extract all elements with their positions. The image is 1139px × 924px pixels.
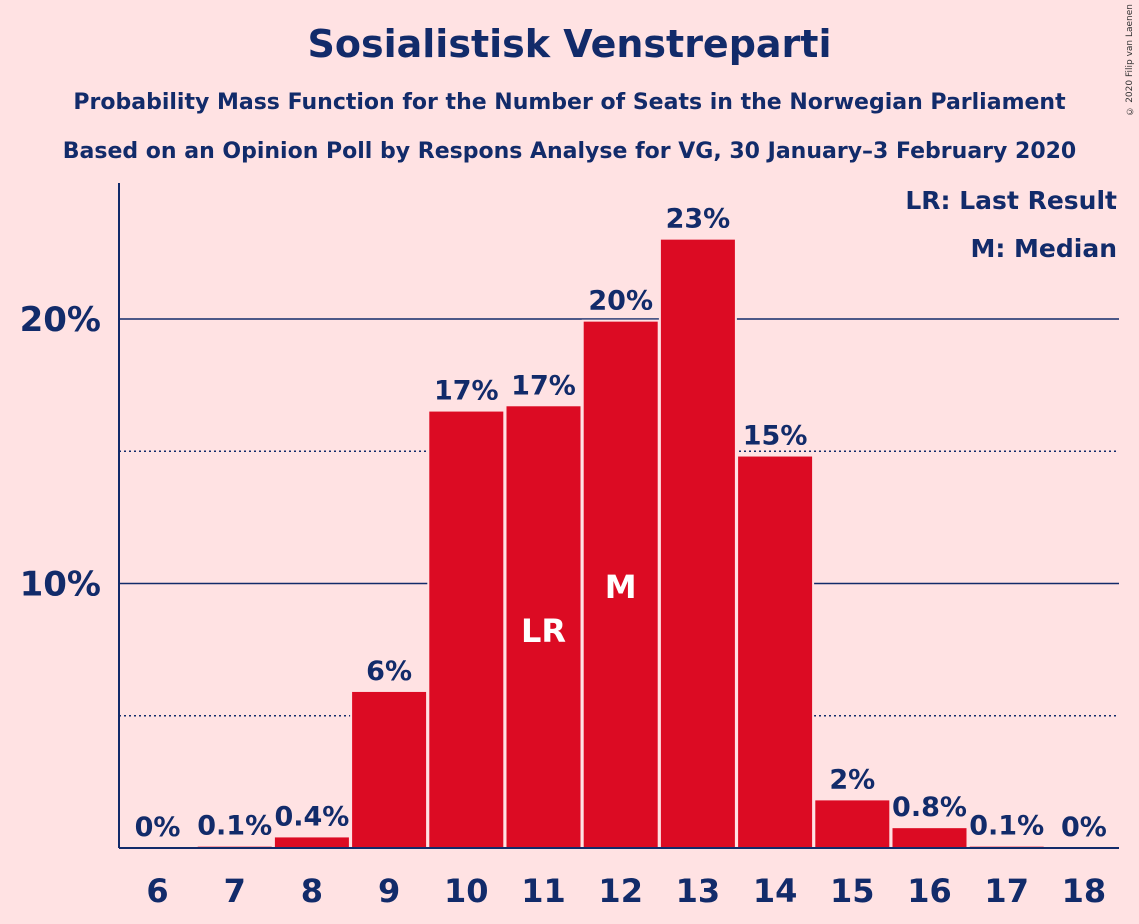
x-tick-label: 16 xyxy=(907,872,952,910)
bar-13 xyxy=(660,239,735,848)
x-tick-label: 18 xyxy=(1062,872,1107,910)
data-label: 20% xyxy=(588,286,653,317)
data-label: 23% xyxy=(666,204,731,235)
bar-12 xyxy=(583,321,658,848)
x-tick-label: 8 xyxy=(301,872,323,910)
x-tick-label: 7 xyxy=(224,872,246,910)
bar-9 xyxy=(352,691,427,848)
x-tick-label: 12 xyxy=(598,872,643,910)
legend-last-result: LR: Last Result xyxy=(905,186,1117,215)
data-label: 0.1% xyxy=(197,811,272,842)
chart-subtitle-2: Based on an Opinion Poll by Respons Anal… xyxy=(62,139,1077,164)
bar-15 xyxy=(815,800,890,848)
bar-gap xyxy=(195,844,274,848)
data-label: 0% xyxy=(135,812,181,843)
x-tick-label: 17 xyxy=(984,872,1029,910)
x-tick-label: 14 xyxy=(753,872,798,910)
data-label: 0.4% xyxy=(274,801,349,832)
x-tick-label: 6 xyxy=(146,872,168,910)
bar-16 xyxy=(892,828,967,848)
data-label: 15% xyxy=(743,421,808,452)
x-tick-label: 15 xyxy=(830,872,875,910)
data-label: 6% xyxy=(366,656,412,687)
data-label: 17% xyxy=(511,370,576,401)
y-tick-label: 10% xyxy=(20,565,101,605)
bar-14 xyxy=(738,456,813,848)
bar-8 xyxy=(274,837,349,848)
data-label: 17% xyxy=(434,376,499,407)
bar-10 xyxy=(429,411,504,848)
x-tick-label: 9 xyxy=(378,872,400,910)
data-label: 0.1% xyxy=(969,811,1044,842)
legend-median: M: Median xyxy=(970,234,1117,263)
data-label: 2% xyxy=(829,764,875,795)
bar-gap xyxy=(967,844,1046,848)
x-tick-label: 10 xyxy=(444,872,489,910)
data-label: 0.8% xyxy=(892,792,967,823)
data-label: 0% xyxy=(1061,812,1107,843)
x-tick-label: 11 xyxy=(521,872,566,910)
marker-lr: LR xyxy=(521,612,566,650)
y-tick-label: 20% xyxy=(20,300,101,340)
chart-title: Sosialistisk Venstreparti xyxy=(307,22,832,66)
marker-m: M xyxy=(605,568,637,606)
chart-subtitle-1: Probability Mass Function for the Number… xyxy=(73,90,1066,115)
x-tick-label: 13 xyxy=(676,872,721,910)
bar-11 xyxy=(506,406,581,848)
